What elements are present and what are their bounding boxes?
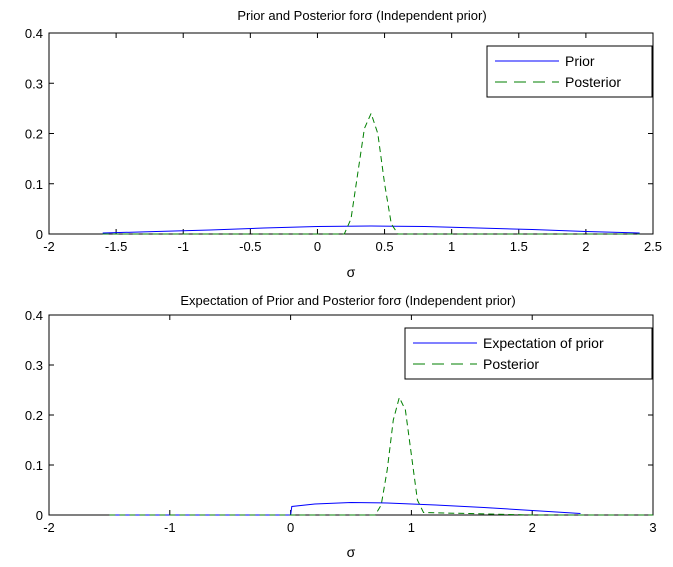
y-tick-label: 0 [36,227,43,242]
x-tick-label: 1 [408,520,415,535]
series-line-1 [109,501,581,516]
x-tick-label: 0 [314,239,321,254]
x-tick-label: 0 [287,520,294,535]
x-tick-label: -0.5 [239,239,261,254]
series-line-2 [102,112,640,235]
legend-label: Expectation of prior [483,335,604,351]
x-axis-label: σ [347,264,356,280]
x-tick-label: -2 [43,520,55,535]
x-tick-label: -2 [43,239,55,254]
y-tick-label: 0.3 [25,358,43,373]
x-tick-label: 2 [582,239,589,254]
series-line-2 [109,396,653,516]
y-tick-label: 0.3 [25,76,43,91]
legend-label: Posterior [483,356,539,372]
x-tick-label: 0.5 [376,239,394,254]
legend-label: Prior [565,53,595,69]
x-tick-label: -1 [177,239,189,254]
legend-box [404,327,653,380]
y-tick-label: 0.4 [25,308,43,323]
y-tick-label: 0.4 [25,26,43,41]
y-tick-label: 0 [36,508,43,523]
x-tick-label: -1 [164,520,176,535]
series-line-1 [102,225,640,234]
x-tick-label: -1.5 [105,239,127,254]
x-axis-label: σ [347,544,356,560]
x-tick-label: 1 [448,239,455,254]
chart-panel-2: Expectation of Prior and Posterior forσ … [25,293,657,560]
chart-title: Expectation of Prior and Posterior forσ … [180,293,515,308]
x-tick-label: 1.5 [510,239,528,254]
y-tick-label: 0.2 [25,127,43,142]
x-tick-label: 3 [649,520,656,535]
legend-box [486,45,653,98]
x-tick-label: 2 [529,520,536,535]
chart-panel-1: Prior and Posterior forσ (Independent pr… [25,8,662,280]
y-tick-label: 0.2 [25,408,43,423]
x-tick-label: 2.5 [644,239,662,254]
y-tick-label: 0.1 [25,177,43,192]
chart-title: Prior and Posterior forσ (Independent pr… [237,8,486,23]
legend-label: Posterior [565,74,621,90]
y-tick-label: 0.1 [25,458,43,473]
